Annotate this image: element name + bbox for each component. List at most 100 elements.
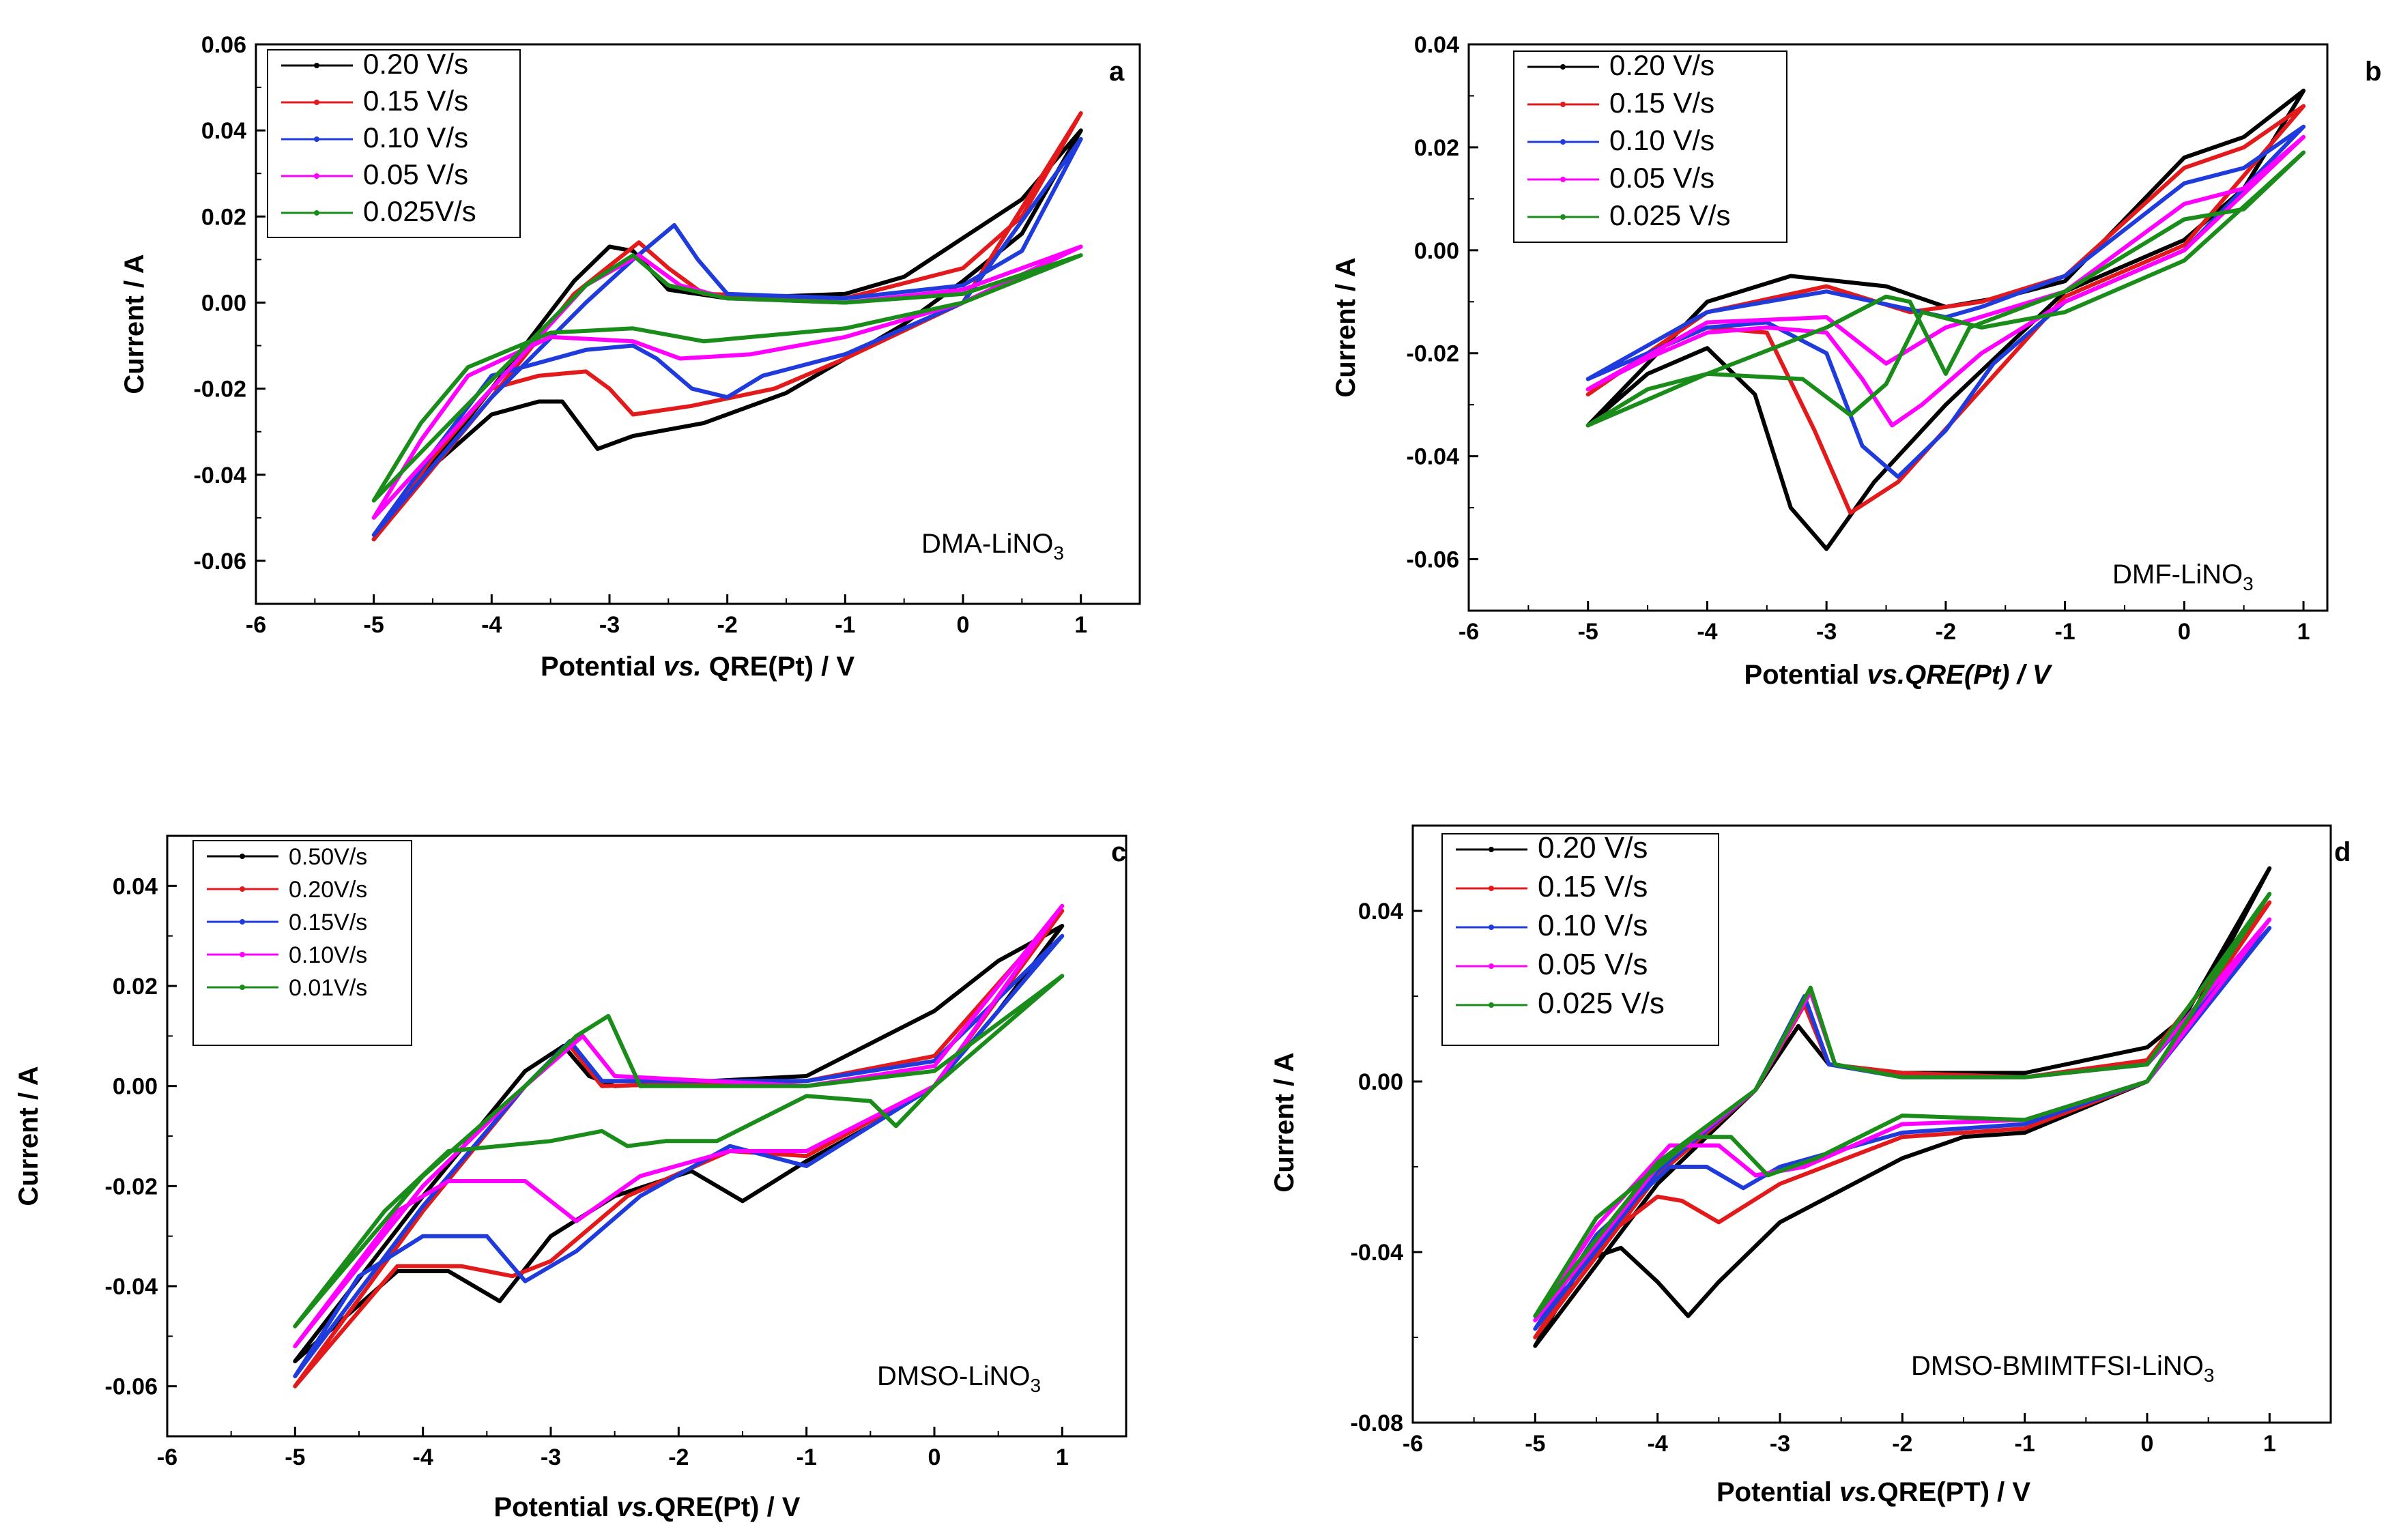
x-tick-label: -1 xyxy=(2054,619,2075,645)
legend-marker xyxy=(1560,102,1566,107)
x-axis-title-part: QRE(Pt) / V xyxy=(655,1492,801,1522)
x-tick-label: -2 xyxy=(1892,1431,1912,1457)
legend-box xyxy=(192,840,412,1046)
legend-label: 0.10 V/s xyxy=(1609,124,1714,156)
x-tick-label: 0 xyxy=(2178,619,2191,645)
legend-label: 0.50V/s xyxy=(289,844,367,870)
y-tick-label: 0.00 xyxy=(1358,1069,1403,1095)
legend-label: 0.025 V/s xyxy=(1609,199,1730,231)
x-axis-title-part: Potential xyxy=(1744,660,1867,690)
legend-marker xyxy=(240,952,245,957)
panel-d: -6 -5 -4 -3 -2 -1 0 1 -0.08 -0.04 0.00 0.04 Current … xyxy=(1269,824,2351,1507)
panel-a: -6 -5 -4 -3 -2 -1 0 1 -0.06 -0.04 -0.02 0.00 0.02 0.0… xyxy=(119,32,1141,682)
y-tick-label: 0.00 xyxy=(113,1074,158,1100)
y-tick-label: 0.02 xyxy=(113,974,158,1000)
legend-marker xyxy=(240,919,245,925)
legend-marker xyxy=(314,136,319,142)
legend-marker xyxy=(1560,139,1566,145)
x-tick-label: -2 xyxy=(668,1444,689,1470)
panel-letter: b xyxy=(2365,57,2381,87)
y-tick-label: 0.04 xyxy=(1358,899,1403,925)
panel-letter: d xyxy=(2334,837,2351,867)
x-axis-title-part: QRE(Pt) / V xyxy=(702,652,855,682)
x-tick-label: -4 xyxy=(1648,1431,1668,1457)
x-tick-label: -3 xyxy=(541,1444,561,1470)
legend-label: 0.025V/s xyxy=(363,195,476,227)
panel-letter: c xyxy=(1111,837,1126,867)
x-axis-title-part: Potential xyxy=(494,1492,617,1522)
y-axis-title: Current / A xyxy=(119,254,149,394)
legend-label: 0.15 V/s xyxy=(1538,870,1648,903)
x-axis-title-italic: vs. xyxy=(617,1492,655,1522)
legend-box xyxy=(1441,833,1719,1046)
x-axis-title-part: Potential xyxy=(541,652,663,682)
y-tick-label: 0.04 xyxy=(201,118,246,144)
x-tick-label: -1 xyxy=(835,612,855,638)
plot-frame xyxy=(255,43,1141,605)
x-tick-label: 1 xyxy=(2263,1431,2276,1457)
y-tick-label: -0.06 xyxy=(1407,547,1460,573)
series-line-4 xyxy=(371,244,1083,520)
electrolyte-annotation: DMSO-LiNO3 xyxy=(877,1361,1041,1396)
legend-marker xyxy=(314,100,319,105)
legend-marker xyxy=(1489,886,1494,891)
legend-label: 0.10V/s xyxy=(289,942,367,968)
legend-label: 0.20V/s xyxy=(289,877,367,903)
annotation-subscript: 3 xyxy=(2243,573,2254,594)
legend-label: 0.10 V/s xyxy=(1538,909,1648,942)
y-tick-label: -0.06 xyxy=(105,1374,158,1400)
series-line-5 xyxy=(293,974,1065,1328)
x-tick-label: -3 xyxy=(1816,619,1837,645)
x-tick-label: -5 xyxy=(364,612,384,638)
y-axis-title: Current / A xyxy=(1331,257,1361,397)
x-tick-label: 0 xyxy=(2141,1431,2154,1457)
x-tick-label: 1 xyxy=(2297,619,2310,645)
x-tick-label: 0 xyxy=(957,612,970,638)
x-tick-label: -1 xyxy=(796,1444,817,1470)
legend-label: 0.20 V/s xyxy=(1609,49,1714,81)
legend-label: 0.01V/s xyxy=(289,975,367,1001)
x-tick-label: 1 xyxy=(1056,1444,1069,1470)
y-axis-title: Current / A xyxy=(14,1066,44,1206)
series-line-5 xyxy=(1533,892,2272,1318)
legend-label: 0.05 V/s xyxy=(1609,162,1714,194)
x-axis-title: Potential vs.QRE(Pt) / V xyxy=(494,1492,801,1522)
x-tick-label: -2 xyxy=(1936,619,1956,645)
legend-marker xyxy=(1560,214,1566,220)
y-tick-label: -0.02 xyxy=(105,1174,158,1200)
annotation-subscript: 3 xyxy=(2204,1365,2215,1386)
series-line-2 xyxy=(1585,104,2306,515)
annotation-text: DMSO-BMIMTFSI-LiNO xyxy=(1911,1351,2204,1381)
legend-box xyxy=(267,49,521,238)
x-tick-label: -4 xyxy=(481,612,502,638)
x-tick-label: 0 xyxy=(928,1444,941,1470)
plot-frame xyxy=(1411,824,2332,1424)
legend-label: 0.10 V/s xyxy=(363,121,468,154)
y-tick-label: 0.06 xyxy=(201,32,246,58)
x-axis-title-italic: vs.QRE(Pt) / V xyxy=(1867,660,2053,690)
legend-marker xyxy=(1489,925,1494,930)
legend-marker xyxy=(314,173,319,179)
series-line-5 xyxy=(371,253,1083,503)
legend-marker xyxy=(1489,963,1494,969)
x-tick-label: -4 xyxy=(1697,619,1717,645)
legend-marker xyxy=(314,63,319,68)
x-tick-label: -2 xyxy=(717,612,738,638)
panel-b: -6 -5 -4 -3 -2 -1 0 1 -0.06 -0.04 -0.02 0.00 0.02 0.0… xyxy=(1331,32,2381,690)
legend-label: 0.05 V/s xyxy=(363,158,468,190)
x-axis-title-part: Potential xyxy=(1716,1477,1839,1507)
legend-marker xyxy=(1560,64,1566,70)
y-tick-label: 0.00 xyxy=(201,290,246,316)
x-tick-label: -5 xyxy=(1525,1431,1545,1457)
x-tick-label: -5 xyxy=(285,1444,305,1470)
y-tick-label: -0.04 xyxy=(105,1274,158,1300)
panel-letter: a xyxy=(1109,57,1125,87)
series-line-3 xyxy=(371,136,1083,538)
legend-label: 0.15 V/s xyxy=(363,85,468,117)
y-axis-title: Current / A xyxy=(1269,1052,1299,1192)
legend-marker xyxy=(1560,177,1566,182)
x-tick-label: -6 xyxy=(1459,619,1479,645)
y-tick-label: -0.06 xyxy=(194,549,247,575)
legend-box xyxy=(1513,50,1787,243)
